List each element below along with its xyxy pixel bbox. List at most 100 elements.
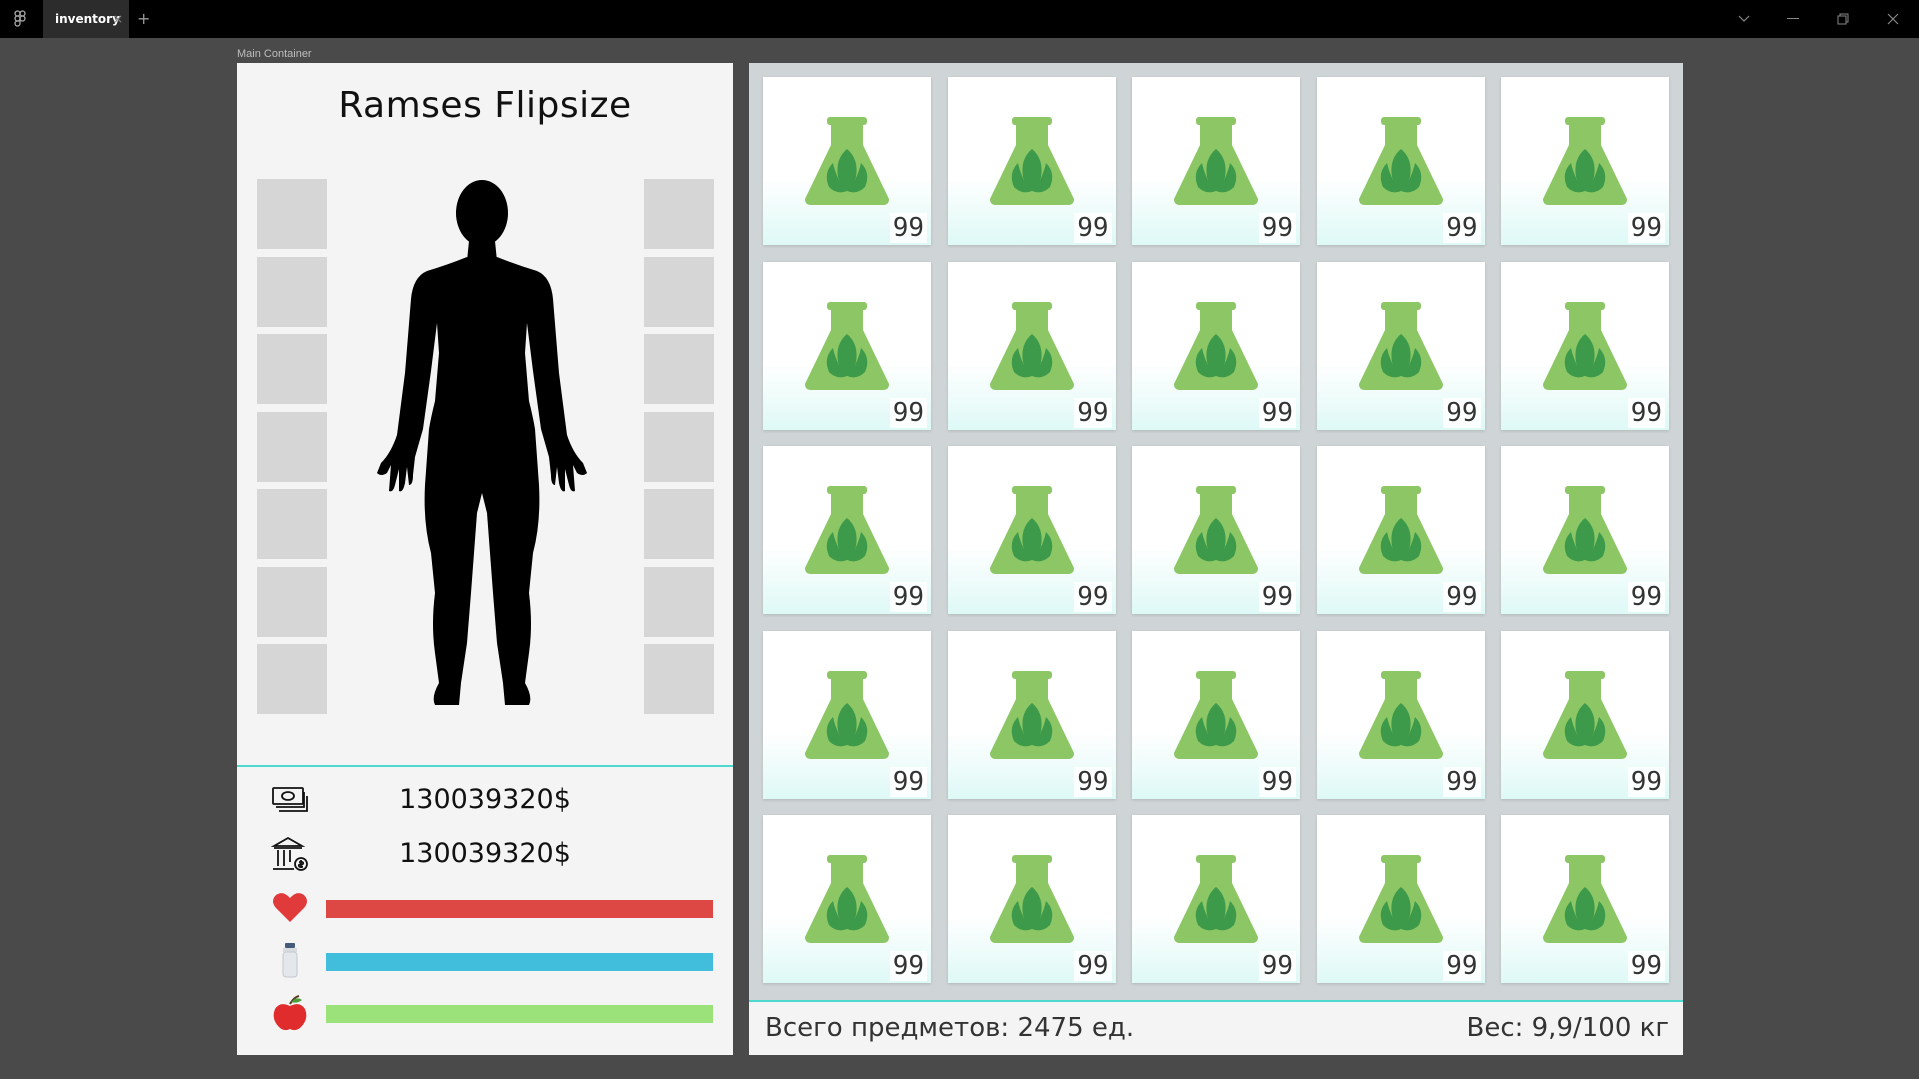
- herb-flask-icon: [1543, 486, 1627, 574]
- herb-flask-icon: [989, 486, 1074, 574]
- equipment-slot[interactable]: [644, 489, 714, 559]
- herb-flask-icon: [1543, 301, 1627, 390]
- herb-flask-icon: [989, 670, 1074, 759]
- item-count: 99: [1074, 951, 1112, 981]
- herb-flask-icon: [805, 486, 889, 574]
- item-count: 99: [1443, 213, 1481, 243]
- inventory-item[interactable]: 99: [763, 261, 931, 430]
- tab-close-icon[interactable]: ×: [112, 12, 123, 26]
- frame-label: Main Container: [237, 48, 312, 60]
- inventory-item[interactable]: 99: [1316, 630, 1485, 799]
- inventory-item[interactable]: 99: [1501, 815, 1669, 983]
- item-count: 99: [889, 397, 927, 428]
- health-bar-fill: [326, 900, 713, 918]
- herb-flask-icon: [1174, 301, 1258, 390]
- total-items-label: Всего предметов: 2475 ед.: [765, 1013, 1135, 1043]
- tab-label: inventory: [55, 12, 120, 26]
- item-count: 99: [1258, 951, 1296, 981]
- item-count: 99: [1627, 397, 1665, 428]
- inventory-item[interactable]: 99: [1132, 261, 1300, 430]
- inventory-item[interactable]: 99: [947, 630, 1116, 799]
- inventory-grid: 99 99 99 99 99 99 99: [749, 63, 1683, 1001]
- inventory-item[interactable]: 99: [1316, 77, 1485, 245]
- herb-flask-icon: [1358, 301, 1443, 390]
- bank-icon: [270, 836, 308, 871]
- weight-label: Вес: 9,9/100 кг: [1466, 1013, 1669, 1043]
- body-silhouette-icon: [377, 180, 587, 705]
- equipment-slot[interactable]: [257, 334, 327, 404]
- health-bar: [326, 900, 713, 918]
- bottle-icon: [282, 943, 298, 978]
- equipment-slot[interactable]: [644, 256, 714, 327]
- inventory-item[interactable]: 99: [947, 77, 1116, 245]
- inventory-item[interactable]: 99: [1132, 630, 1300, 799]
- equipment-slot[interactable]: [257, 489, 327, 559]
- equipment-slot[interactable]: [257, 179, 327, 249]
- inventory-item[interactable]: 99: [1132, 77, 1300, 245]
- herb-flask-icon: [1358, 855, 1443, 943]
- herb-flask-icon: [1358, 117, 1443, 205]
- inventory-item[interactable]: 99: [1132, 446, 1300, 614]
- inventory-item[interactable]: 99: [763, 630, 931, 799]
- inventory-item[interactable]: 99: [1501, 446, 1669, 614]
- item-count: 99: [889, 582, 927, 612]
- herb-flask-icon: [805, 670, 889, 759]
- chevron-down-icon[interactable]: [1724, 0, 1764, 38]
- item-count: 99: [889, 213, 927, 243]
- inventory-item[interactable]: 99: [1132, 815, 1300, 983]
- equipment-slot[interactable]: [257, 411, 327, 482]
- equipment-slot[interactable]: [644, 411, 714, 482]
- inventory-item[interactable]: 99: [1316, 261, 1485, 430]
- inventory-item[interactable]: 99: [947, 815, 1116, 983]
- equipment-slot[interactable]: [644, 644, 714, 714]
- inventory-item[interactable]: 99: [763, 446, 931, 614]
- item-count: 99: [1443, 582, 1481, 612]
- apple-icon: [273, 995, 307, 1031]
- inventory-item[interactable]: 99: [947, 261, 1116, 430]
- character-name: Ramses Flipsize: [338, 85, 632, 126]
- inventory-item[interactable]: 99: [947, 446, 1116, 614]
- inventory-item[interactable]: 99: [1501, 261, 1669, 430]
- herb-flask-icon: [1543, 855, 1627, 943]
- figma-logo-icon[interactable]: [12, 10, 28, 28]
- item-count: 99: [889, 951, 927, 981]
- item-count: 99: [1074, 397, 1112, 428]
- inventory-item[interactable]: 99: [763, 77, 931, 245]
- restore-icon[interactable]: [1823, 0, 1863, 38]
- item-count: 99: [1443, 766, 1481, 797]
- thirst-bar: [326, 953, 713, 971]
- new-tab-button[interactable]: +: [137, 9, 151, 28]
- herb-flask-icon: [805, 301, 889, 390]
- equipment-slot[interactable]: [257, 566, 327, 637]
- bank-amount: 130039320$: [399, 838, 571, 869]
- equipment-slot[interactable]: [257, 256, 327, 327]
- equipment-slot[interactable]: [644, 179, 714, 249]
- title-bar: inventory × +: [0, 0, 1919, 38]
- bank-row: 130039320$: [237, 834, 733, 874]
- inventory-item[interactable]: 99: [1501, 77, 1669, 245]
- heart-icon: [273, 893, 307, 922]
- herb-flask-icon: [1174, 670, 1258, 759]
- item-count: 99: [889, 766, 927, 797]
- tab-inventory[interactable]: inventory ×: [43, 0, 129, 38]
- equipment-slot[interactable]: [644, 566, 714, 637]
- inventory-item[interactable]: 99: [763, 815, 931, 983]
- minimize-icon[interactable]: [1773, 0, 1813, 38]
- equipment-slot[interactable]: [257, 644, 327, 714]
- item-count: 99: [1258, 397, 1296, 428]
- inventory-item[interactable]: 99: [1501, 630, 1669, 799]
- herb-flask-icon: [989, 117, 1074, 205]
- item-count: 99: [1443, 951, 1481, 981]
- inventory-item[interactable]: 99: [1316, 815, 1485, 983]
- equipment-slot[interactable]: [644, 334, 714, 404]
- item-count: 99: [1258, 213, 1296, 243]
- herb-flask-icon: [805, 117, 889, 205]
- herb-flask-icon: [1358, 486, 1443, 574]
- inventory-item[interactable]: 99: [1316, 446, 1485, 614]
- close-window-icon[interactable]: [1873, 0, 1913, 38]
- item-count: 99: [1258, 582, 1296, 612]
- herb-flask-icon: [1174, 855, 1258, 943]
- item-count: 99: [1627, 582, 1665, 612]
- item-count: 99: [1627, 766, 1665, 797]
- herb-flask-icon: [989, 855, 1074, 943]
